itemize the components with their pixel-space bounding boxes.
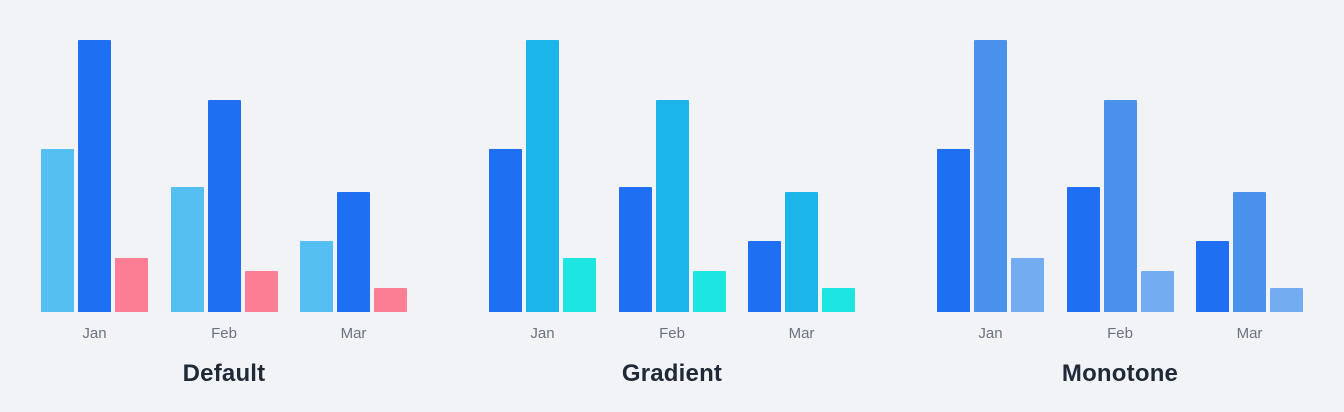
- plot-area-gradient: [489, 40, 855, 312]
- bar-mar-bar-1: [748, 241, 781, 312]
- bar-mar-bar-3: [822, 287, 855, 312]
- bar-group-jan: [489, 40, 596, 312]
- bar-feb-bar-1: [170, 186, 204, 312]
- bar-feb-bar-3: [244, 271, 278, 312]
- bar-mar-bar-3: [1270, 287, 1303, 312]
- bar-feb-bar-2: [1103, 99, 1137, 312]
- chart-card-default[interactable]: Jan Feb Mar Default: [0, 0, 448, 412]
- bar-mar-bar-2: [785, 192, 818, 312]
- bar-feb-bar-3: [1140, 271, 1174, 312]
- bar-group-mar: [300, 40, 407, 312]
- bar-group-feb: [1066, 40, 1174, 312]
- bar-jan-bar-2: [526, 40, 559, 312]
- category-label-feb: Feb: [211, 325, 237, 342]
- category-label-mar: Mar: [340, 325, 367, 342]
- bar-jan-bar-1: [41, 148, 74, 312]
- category-label-jan: Jan: [82, 325, 107, 342]
- bar-mar-bar-2: [1233, 192, 1266, 312]
- plot-area-monotone: [937, 40, 1303, 312]
- bar-jan-bar-3: [563, 257, 596, 312]
- bar-mar-bar-3: [374, 287, 407, 312]
- chart-card-gradient[interactable]: Jan Feb Mar Gradient: [448, 0, 896, 412]
- bar-group-feb: [170, 40, 278, 312]
- bar-mar-bar-1: [1196, 241, 1229, 312]
- bar-group-jan: [937, 40, 1044, 312]
- chart-title-default: Default: [182, 360, 266, 387]
- bar-jan-bar-3: [1011, 257, 1044, 312]
- category-label-jan: Jan: [530, 325, 555, 342]
- bar-jan-bar-1: [937, 148, 970, 312]
- category-label-feb: Feb: [1107, 325, 1133, 342]
- category-labels-gradient: Jan Feb Mar: [489, 325, 855, 343]
- plot-area-default: [41, 40, 407, 312]
- chart-title-gradient: Gradient: [621, 360, 723, 387]
- bar-feb-bar-1: [1066, 186, 1100, 312]
- bar-jan-bar-2: [974, 40, 1007, 312]
- bar-feb-bar-2: [207, 99, 241, 312]
- bar-feb-bar-2: [655, 99, 689, 312]
- bar-jan-bar-1: [489, 148, 522, 312]
- bar-feb-bar-3: [692, 271, 726, 312]
- bar-group-feb: [618, 40, 726, 312]
- bar-mar-bar-2: [337, 192, 370, 312]
- category-labels-default: Jan Feb Mar: [41, 325, 407, 343]
- bar-jan-bar-2: [78, 40, 111, 312]
- bar-group-jan: [41, 40, 148, 312]
- bar-group-mar: [748, 40, 855, 312]
- bar-jan-bar-3: [115, 257, 148, 312]
- category-label-mar: Mar: [788, 325, 815, 342]
- chart-card-monotone[interactable]: Jan Feb Mar Monotone: [896, 0, 1344, 412]
- category-label-jan: Jan: [978, 325, 1003, 342]
- category-label-mar: Mar: [1236, 325, 1263, 342]
- bar-mar-bar-1: [300, 241, 333, 312]
- chart-title-monotone: Monotone: [1061, 360, 1179, 387]
- category-labels-monotone: Jan Feb Mar: [937, 325, 1303, 343]
- category-label-feb: Feb: [659, 325, 685, 342]
- bar-feb-bar-1: [618, 186, 652, 312]
- bar-group-mar: [1196, 40, 1303, 312]
